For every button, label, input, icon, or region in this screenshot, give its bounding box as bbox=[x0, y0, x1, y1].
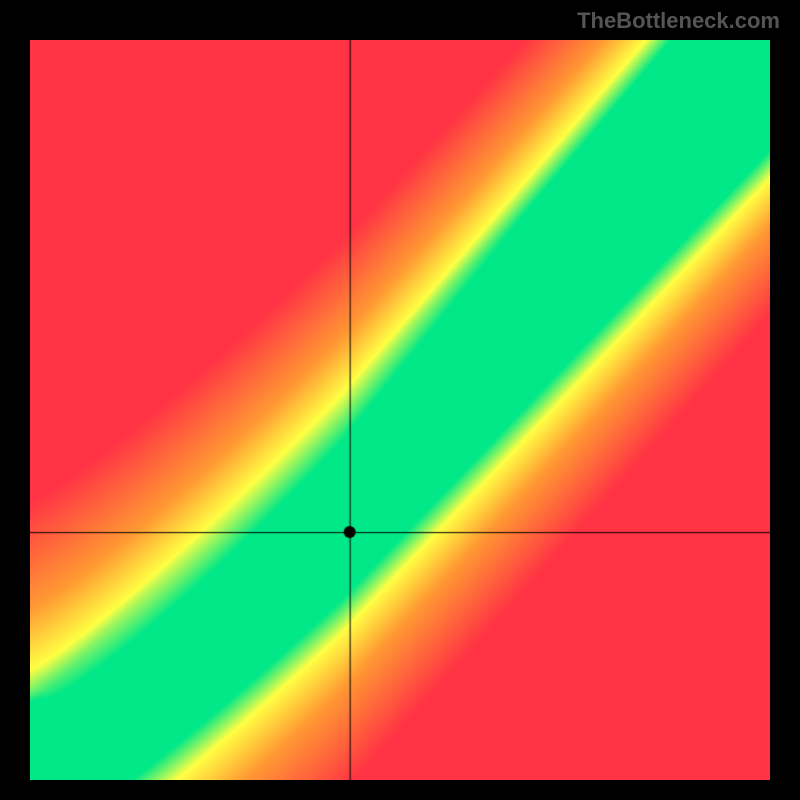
chart-container: TheBottleneck.com bbox=[0, 0, 800, 800]
plot-area bbox=[30, 40, 770, 780]
watermark-label: TheBottleneck.com bbox=[577, 8, 780, 34]
heatmap-canvas bbox=[30, 40, 770, 780]
